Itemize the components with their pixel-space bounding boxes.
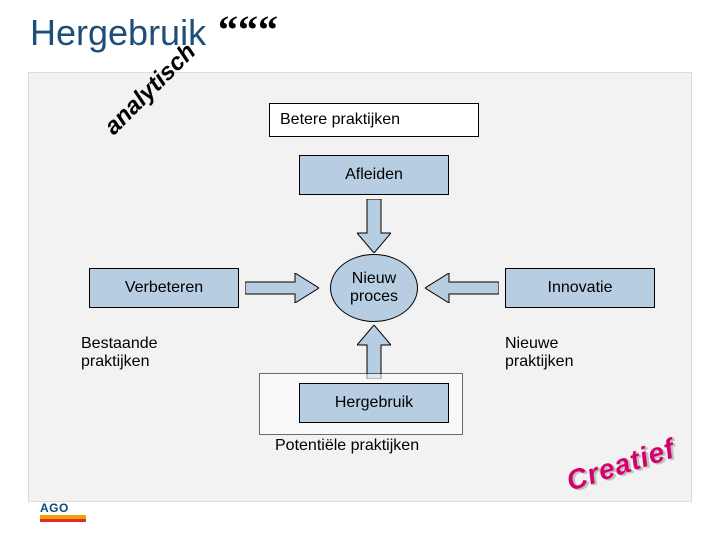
text-bestaande-praktijken: Bestaande praktijken [81, 331, 241, 375]
arrow-hergebruik-up [357, 325, 391, 379]
box-innovatie: Innovatie [505, 268, 655, 308]
box-afleiden-label: Afleiden [345, 166, 403, 184]
box-hergebruik-label: Hergebruik [335, 394, 413, 412]
circle-nieuw-label: Nieuw proces [331, 270, 417, 307]
box-potentiele-praktijken: Potentiële praktijken [269, 433, 479, 459]
text-nieuwe-label: Nieuwe praktijken [505, 335, 573, 372]
box-betere-praktijken: Betere praktijken [269, 103, 479, 137]
text-nieuwe-praktijken: Nieuwe praktijken [505, 331, 665, 375]
arrow-afleiden-down [357, 199, 391, 253]
arrow-verbeteren-right [245, 273, 319, 303]
box-betere-label: Betere praktijken [280, 111, 400, 129]
box-innovatie-label: Innovatie [548, 279, 613, 297]
box-afleiden: Afleiden [299, 155, 449, 195]
logo-text: AGO [40, 501, 86, 515]
diagram-canvas: analytisch Creatief Betere praktijken Af… [28, 72, 692, 502]
box-verbeteren-label: Verbeteren [125, 279, 203, 297]
slide: Hergebruik “““ analytisch Creatief Beter… [0, 0, 720, 540]
text-bestaande-label: Bestaande praktijken [81, 335, 158, 372]
box-verbeteren: Verbeteren [89, 268, 239, 308]
box-potentiele-label: Potentiële praktijken [275, 437, 419, 455]
box-hergebruik: Hergebruik [299, 383, 449, 423]
logo-ago: AGO [40, 501, 86, 522]
label-creatief: Creatief [562, 433, 679, 498]
logo-bars [40, 515, 86, 522]
circle-nieuw-proces: Nieuw proces [330, 254, 418, 322]
quote-marks: “““ [218, 6, 278, 53]
arrow-innovatie-left [425, 273, 499, 303]
